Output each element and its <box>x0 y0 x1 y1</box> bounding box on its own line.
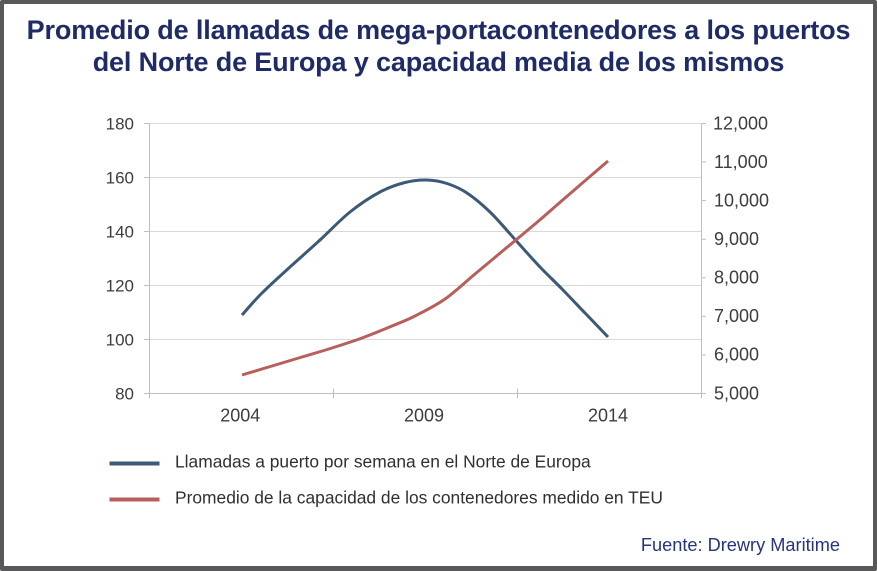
svg-text:5,000: 5,000 <box>714 383 759 403</box>
svg-text:12,000: 12,000 <box>713 114 768 134</box>
svg-text:9,000: 9,000 <box>714 229 759 249</box>
svg-text:2004: 2004 <box>220 406 260 426</box>
svg-text:2009: 2009 <box>404 406 444 426</box>
svg-text:Promedio de la capacidad de lo: Promedio de la capacidad de los contened… <box>175 488 663 508</box>
svg-text:160: 160 <box>106 169 134 188</box>
svg-text:7,000: 7,000 <box>714 306 759 326</box>
svg-text:100: 100 <box>106 331 134 350</box>
svg-text:80: 80 <box>115 385 134 404</box>
svg-text:2014: 2014 <box>588 406 628 426</box>
svg-text:Llamadas a puerto por semana e: Llamadas a puerto por semana en el Norte… <box>175 452 591 472</box>
svg-text:140: 140 <box>106 223 134 242</box>
svg-text:120: 120 <box>106 277 134 296</box>
svg-text:6,000: 6,000 <box>714 345 759 365</box>
svg-text:11,000: 11,000 <box>714 152 768 172</box>
svg-text:180: 180 <box>106 115 134 134</box>
svg-text:8,000: 8,000 <box>714 268 759 288</box>
svg-text:10,000: 10,000 <box>714 190 769 210</box>
